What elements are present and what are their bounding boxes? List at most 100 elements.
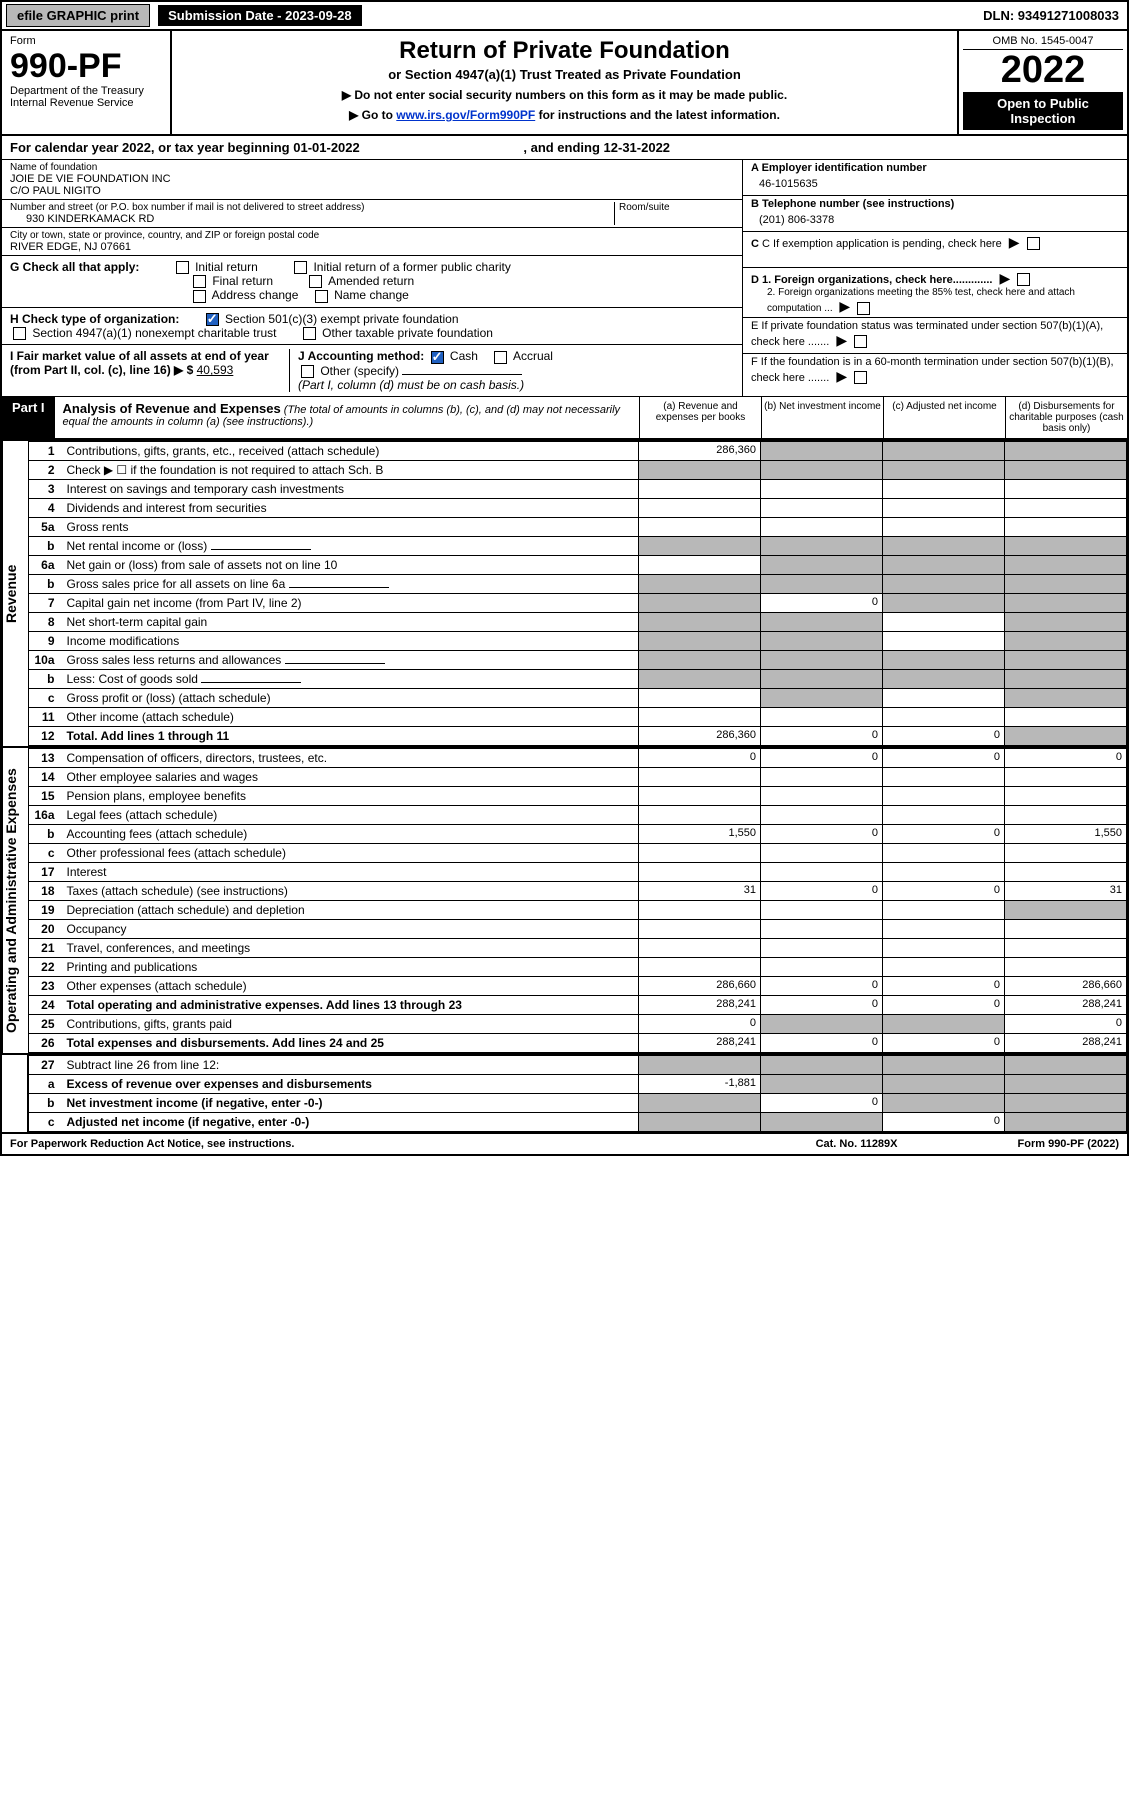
line-value bbox=[1005, 958, 1127, 977]
initial-return-checkbox[interactable] bbox=[176, 261, 189, 274]
g-label: G Check all that apply: bbox=[10, 260, 139, 274]
line-value bbox=[1005, 1113, 1127, 1132]
table-row: 20Occupancy bbox=[29, 920, 1127, 939]
amended-checkbox[interactable] bbox=[309, 275, 322, 288]
line-value bbox=[883, 632, 1005, 651]
line-value: 1,550 bbox=[1005, 825, 1127, 844]
501c3-checkbox[interactable] bbox=[206, 313, 219, 326]
line-desc: Excess of revenue over expenses and disb… bbox=[63, 1075, 639, 1094]
d2-checkbox[interactable] bbox=[857, 302, 870, 315]
final-return-checkbox[interactable] bbox=[193, 275, 206, 288]
line-value bbox=[883, 863, 1005, 882]
j-label: J Accounting method: bbox=[298, 349, 424, 363]
i-value: 40,593 bbox=[197, 363, 234, 377]
g-opt-3: Amended return bbox=[328, 274, 414, 288]
table-row: 5aGross rents bbox=[29, 518, 1127, 537]
4947-checkbox[interactable] bbox=[13, 327, 26, 340]
d2-label: 2. Foreign organizations meeting the 85%… bbox=[767, 287, 1075, 314]
f-label: F If the foundation is in a 60-month ter… bbox=[751, 356, 1114, 384]
foundation-name: JOIE DE VIE FOUNDATION INC bbox=[10, 173, 734, 185]
f-checkbox[interactable] bbox=[854, 371, 867, 384]
table-row: 19Depreciation (attach schedule) and dep… bbox=[29, 901, 1127, 920]
accrual-checkbox[interactable] bbox=[494, 351, 507, 364]
line-value bbox=[639, 537, 761, 556]
line-value bbox=[639, 844, 761, 863]
line-number: 8 bbox=[29, 613, 63, 632]
line-number: 22 bbox=[29, 958, 63, 977]
irs-link[interactable]: www.irs.gov/Form990PF bbox=[396, 108, 535, 122]
cal-mid: , and ending bbox=[523, 140, 603, 155]
line-value bbox=[761, 920, 883, 939]
line-number: b bbox=[29, 575, 63, 594]
line-number: 19 bbox=[29, 901, 63, 920]
table-row: 18Taxes (attach schedule) (see instructi… bbox=[29, 882, 1127, 901]
col-a-head: (a) Revenue and expenses per books bbox=[639, 397, 761, 438]
d1-label: D 1. Foreign organizations, check here..… bbox=[751, 274, 992, 286]
cal-end: 12-31-2022 bbox=[604, 140, 671, 155]
j-other: Other (specify) bbox=[320, 364, 399, 378]
line-value bbox=[761, 518, 883, 537]
phone-label: B Telephone number (see instructions) bbox=[751, 198, 954, 210]
line-desc: Gross sales price for all assets on line… bbox=[63, 575, 639, 594]
line-value bbox=[639, 863, 761, 882]
line-value bbox=[761, 575, 883, 594]
initial-former-checkbox[interactable] bbox=[294, 261, 307, 274]
line-value bbox=[761, 556, 883, 575]
line-number: 27 bbox=[29, 1056, 63, 1075]
line-number: c bbox=[29, 844, 63, 863]
line-desc: Occupancy bbox=[63, 920, 639, 939]
line-number: b bbox=[29, 670, 63, 689]
line-number: 24 bbox=[29, 996, 63, 1015]
dept-treasury: Department of the Treasury bbox=[10, 85, 162, 97]
line-value bbox=[761, 632, 883, 651]
g-opt-1: Initial return of a former public charit… bbox=[313, 260, 510, 274]
line-value bbox=[761, 461, 883, 480]
city-value: RIVER EDGE, NJ 07661 bbox=[10, 241, 734, 253]
cash-checkbox[interactable] bbox=[431, 351, 444, 364]
form-number: 990-PF bbox=[10, 49, 162, 83]
line-value bbox=[1005, 461, 1127, 480]
line-value: 0 bbox=[883, 825, 1005, 844]
header-left: Form 990-PF Department of the Treasury I… bbox=[2, 31, 172, 134]
topbar: efile GRAPHIC print Submission Date - 20… bbox=[2, 2, 1127, 31]
line-value bbox=[1005, 1075, 1127, 1094]
line-desc: Travel, conferences, and meetings bbox=[63, 939, 639, 958]
line-value bbox=[639, 920, 761, 939]
header-right: OMB No. 1545-0047 2022 Open to Public In… bbox=[957, 31, 1127, 134]
f-cell: F If the foundation is in a 60-month ter… bbox=[743, 354, 1127, 390]
d1-checkbox[interactable] bbox=[1017, 273, 1030, 286]
instr-post: for instructions and the latest informat… bbox=[535, 108, 780, 122]
table-row: 4Dividends and interest from securities bbox=[29, 499, 1127, 518]
efile-print-button[interactable]: efile GRAPHIC print bbox=[6, 4, 150, 27]
footer-left: For Paperwork Reduction Act Notice, see … bbox=[10, 1138, 294, 1150]
line-value: 0 bbox=[883, 1034, 1005, 1053]
line-value bbox=[639, 958, 761, 977]
address-change-checkbox[interactable] bbox=[193, 290, 206, 303]
c-checkbox[interactable] bbox=[1027, 237, 1040, 250]
line-value bbox=[761, 708, 883, 727]
form-title: Return of Private Foundation bbox=[184, 37, 945, 65]
line-desc: Total. Add lines 1 through 11 bbox=[63, 727, 639, 746]
line-value: -1,881 bbox=[639, 1075, 761, 1094]
ein-cell: A Employer identification number 46-1015… bbox=[743, 160, 1127, 196]
line-number: 11 bbox=[29, 708, 63, 727]
line-value bbox=[883, 442, 1005, 461]
entity-info: Name of foundation JOIE DE VIE FOUNDATIO… bbox=[2, 160, 1127, 397]
e-checkbox[interactable] bbox=[854, 335, 867, 348]
irs-label: Internal Revenue Service bbox=[10, 97, 162, 109]
line-value bbox=[883, 939, 1005, 958]
line-value bbox=[883, 613, 1005, 632]
other-taxable-checkbox[interactable] bbox=[303, 327, 316, 340]
name-change-checkbox[interactable] bbox=[315, 290, 328, 303]
h-opt-2: Section 4947(a)(1) nonexempt charitable … bbox=[32, 326, 276, 340]
g-opt-4: Address change bbox=[212, 288, 299, 302]
line-value bbox=[883, 499, 1005, 518]
other-method-checkbox[interactable] bbox=[301, 365, 314, 378]
g-opt-5: Name change bbox=[334, 288, 409, 302]
line-number: 13 bbox=[29, 749, 63, 768]
line-value bbox=[761, 651, 883, 670]
table-row: 7Capital gain net income (from Part IV, … bbox=[29, 594, 1127, 613]
line-value bbox=[883, 461, 1005, 480]
city-label: City or town, state or province, country… bbox=[10, 230, 734, 241]
line-value bbox=[761, 1015, 883, 1034]
